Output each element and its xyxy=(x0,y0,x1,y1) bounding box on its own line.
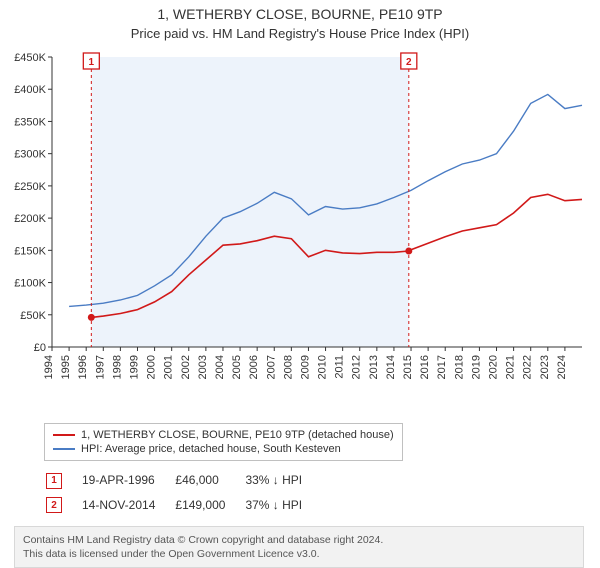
svg-text:2024: 2024 xyxy=(556,355,568,379)
marker-number-icon: 1 xyxy=(46,473,62,489)
svg-text:2020: 2020 xyxy=(488,355,500,379)
svg-text:2019: 2019 xyxy=(470,355,482,379)
marker-price: £149,000 xyxy=(175,494,243,517)
svg-text:2014: 2014 xyxy=(385,355,397,379)
legend-label: 1, WETHERBY CLOSE, BOURNE, PE10 9TP (det… xyxy=(81,429,394,441)
svg-text:2012: 2012 xyxy=(351,355,363,379)
footer-line: Contains HM Land Registry data © Crown c… xyxy=(23,533,575,547)
svg-text:2: 2 xyxy=(406,57,412,68)
svg-text:2023: 2023 xyxy=(539,355,551,379)
svg-text:2018: 2018 xyxy=(453,355,465,379)
svg-text:2016: 2016 xyxy=(419,355,431,379)
footer-line: This data is licensed under the Open Gov… xyxy=(23,547,575,561)
svg-text:2007: 2007 xyxy=(265,355,277,379)
marker-date: 19-APR-1996 xyxy=(82,469,173,492)
svg-text:1997: 1997 xyxy=(94,355,106,379)
chart-title: 1, WETHERBY CLOSE, BOURNE, PE10 9TP xyxy=(0,6,600,22)
svg-text:1996: 1996 xyxy=(77,355,89,379)
svg-text:2021: 2021 xyxy=(505,355,517,379)
svg-text:1: 1 xyxy=(89,57,95,68)
legend-swatch-icon xyxy=(53,434,75,436)
marker-price: £46,000 xyxy=(175,469,243,492)
svg-text:2017: 2017 xyxy=(436,355,448,379)
svg-text:£450K: £450K xyxy=(14,52,46,64)
svg-text:2000: 2000 xyxy=(146,355,158,379)
svg-text:£100K: £100K xyxy=(14,278,46,290)
table-row: 2 14-NOV-2014 £149,000 37% ↓ HPI xyxy=(46,494,320,517)
footer-attribution: Contains HM Land Registry data © Crown c… xyxy=(14,526,584,568)
legend-item: 1, WETHERBY CLOSE, BOURNE, PE10 9TP (det… xyxy=(53,428,394,442)
svg-text:£200K: £200K xyxy=(14,213,46,225)
svg-text:2013: 2013 xyxy=(368,355,380,379)
svg-text:2022: 2022 xyxy=(522,355,534,379)
svg-text:2011: 2011 xyxy=(334,355,346,379)
legend-label: HPI: Average price, detached house, Sout… xyxy=(81,443,341,455)
marker-number-icon: 2 xyxy=(46,497,62,513)
marker-delta: 33% ↓ HPI xyxy=(245,469,320,492)
svg-text:1999: 1999 xyxy=(128,355,140,379)
svg-text:2015: 2015 xyxy=(402,355,414,379)
legend-swatch-icon xyxy=(53,448,75,450)
svg-text:1998: 1998 xyxy=(111,355,123,379)
svg-text:2001: 2001 xyxy=(163,355,175,379)
svg-text:2008: 2008 xyxy=(282,355,294,379)
svg-text:2006: 2006 xyxy=(248,355,260,379)
svg-text:£0: £0 xyxy=(34,342,46,354)
svg-text:2003: 2003 xyxy=(197,355,209,379)
svg-text:£400K: £400K xyxy=(14,84,46,96)
marker-delta: 37% ↓ HPI xyxy=(245,494,320,517)
svg-text:2010: 2010 xyxy=(317,355,329,379)
legend: 1, WETHERBY CLOSE, BOURNE, PE10 9TP (det… xyxy=(44,423,403,461)
svg-text:£350K: £350K xyxy=(14,116,46,128)
svg-text:2009: 2009 xyxy=(299,355,311,379)
svg-text:2004: 2004 xyxy=(214,355,226,379)
price-chart: £0 £50K £100K £150K £200K £250K £300K £350K £400… xyxy=(0,47,600,417)
chart-subtitle: Price paid vs. HM Land Registry's House … xyxy=(0,26,600,41)
svg-text:£250K: £250K xyxy=(14,181,46,193)
svg-text:1994: 1994 xyxy=(43,355,55,379)
marker-date: 14-NOV-2014 xyxy=(82,494,173,517)
svg-text:£150K: £150K xyxy=(14,245,46,257)
svg-text:2002: 2002 xyxy=(180,355,192,379)
markers-table: 1 19-APR-1996 £46,000 33% ↓ HPI 2 14-NOV… xyxy=(44,467,322,518)
svg-text:1995: 1995 xyxy=(60,355,72,379)
legend-item: HPI: Average price, detached house, Sout… xyxy=(53,442,394,456)
svg-text:£50K: £50K xyxy=(20,310,46,322)
table-row: 1 19-APR-1996 £46,000 33% ↓ HPI xyxy=(46,469,320,492)
svg-text:£300K: £300K xyxy=(14,149,46,161)
svg-text:2005: 2005 xyxy=(231,355,243,379)
